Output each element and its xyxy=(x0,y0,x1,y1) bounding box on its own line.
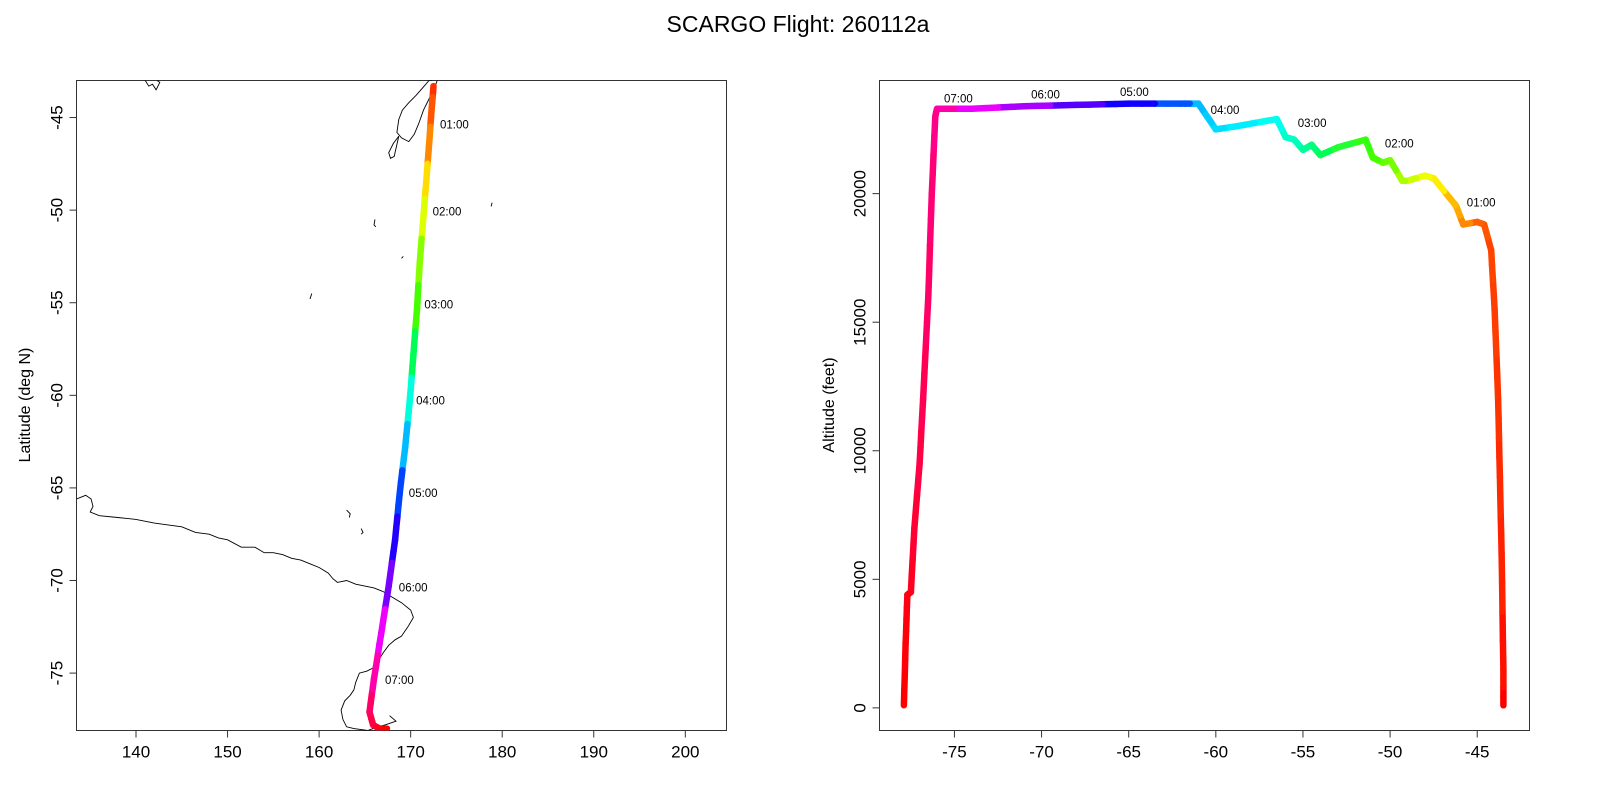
y-tick-label: -70 xyxy=(48,568,67,593)
y-tick-label: 5000 xyxy=(851,560,870,598)
x-tick-label: 170 xyxy=(396,743,424,762)
x-tick-label: 140 xyxy=(122,743,150,762)
y-tick-label: -45 xyxy=(48,105,67,130)
track-segment xyxy=(927,190,936,223)
y-tick-label: 0 xyxy=(851,703,870,712)
altitude-flight-track xyxy=(900,100,1507,709)
map-ylabel: Latitude (deg N) xyxy=(17,348,34,463)
coastline-9 xyxy=(346,509,351,518)
time-label: 01:00 xyxy=(440,120,469,132)
x-tick-label: -65 xyxy=(1116,743,1141,762)
altitude-y-ticks: 0 5000 10000 15000 20000 xyxy=(851,170,880,713)
altitude-ylabel: Altitude (feet) xyxy=(821,357,838,452)
map-time-labels: 01:00 02:00 03:00 04:00 05:00 06:00 07:00 xyxy=(385,120,469,688)
coastline-5 xyxy=(309,293,313,300)
track-segment xyxy=(1491,306,1499,336)
time-label: 03:00 xyxy=(1298,118,1327,130)
x-tick-label: 160 xyxy=(305,743,333,762)
coastline-6 xyxy=(373,219,377,228)
x-tick-label: -45 xyxy=(1465,743,1490,762)
track-segment xyxy=(919,370,928,403)
map-x-ticks: 140 150 160 170 180 190 200 xyxy=(122,730,699,762)
y-tick-label: -75 xyxy=(48,661,67,686)
track-segment xyxy=(923,293,932,326)
time-label: 04:00 xyxy=(416,396,445,408)
y-tick-label: -60 xyxy=(48,383,67,408)
coastline-7 xyxy=(401,256,404,259)
time-label: 07:00 xyxy=(385,675,414,687)
map-frame xyxy=(76,80,727,731)
y-tick-label: 10000 xyxy=(851,427,870,474)
map-y-ticks: -45 -50 -55 -60 -65 -70 -75 xyxy=(48,105,77,685)
coastline-3 xyxy=(76,494,414,618)
track-segment xyxy=(922,318,931,352)
y-tick-label: 20000 xyxy=(851,170,870,217)
time-label: 01:00 xyxy=(1467,198,1496,210)
time-label: 06:00 xyxy=(1031,90,1060,102)
x-tick-label: -55 xyxy=(1291,743,1316,762)
track-segment xyxy=(925,241,934,275)
coastline-8 xyxy=(490,202,493,207)
x-tick-label: 150 xyxy=(213,743,241,762)
map-panel: Latitude (deg N) 01:00 02:00 03:00 04:00 05:… xyxy=(17,80,727,762)
track-segment xyxy=(921,344,929,377)
track-segment xyxy=(1492,328,1500,358)
track-segment xyxy=(1494,373,1502,403)
altitude-time-labels: 01:00 02:00 03:00 04:00 05:00 06:00 07:00 xyxy=(944,87,1496,210)
track-segment xyxy=(1498,550,1506,586)
x-tick-label: -50 xyxy=(1378,743,1403,762)
coastline-2 xyxy=(144,80,161,91)
altitude-x-ticks: -75 -70 -65 -60 -55 -50 -45 xyxy=(942,730,1490,762)
figure-title: SCARGO Flight: 260112a xyxy=(667,11,930,37)
track-segment xyxy=(1499,637,1507,673)
time-label: 05:00 xyxy=(1120,87,1149,99)
map-flight-track xyxy=(366,82,437,731)
time-label: 04:00 xyxy=(1211,105,1240,117)
track-segment xyxy=(926,216,935,249)
time-label: 06:00 xyxy=(399,583,428,595)
coastline-1 xyxy=(388,135,400,159)
coastline-0 xyxy=(396,80,438,143)
track-segment xyxy=(925,267,933,300)
y-tick-label: 15000 xyxy=(851,299,870,346)
x-tick-label: 180 xyxy=(488,743,516,762)
x-tick-label: -60 xyxy=(1204,743,1229,762)
y-tick-label: -55 xyxy=(48,290,67,315)
time-label: 05:00 xyxy=(409,488,438,500)
y-tick-label: -65 xyxy=(48,476,67,501)
x-tick-label: -70 xyxy=(1029,743,1054,762)
altitude-panel: Altitude (feet) 01:00 02:00 03:00 04:00 05:0… xyxy=(821,80,1530,762)
track-segment xyxy=(1493,351,1501,381)
altitude-frame xyxy=(879,80,1530,731)
x-tick-label: 200 xyxy=(671,743,699,762)
coastline-10 xyxy=(360,528,364,535)
time-label: 03:00 xyxy=(424,299,453,311)
time-label: 02:00 xyxy=(1385,138,1414,150)
y-tick-label: -50 xyxy=(48,198,67,223)
time-label: 02:00 xyxy=(433,207,462,219)
x-tick-label: 190 xyxy=(580,743,608,762)
x-tick-label: -75 xyxy=(942,743,967,762)
time-label: 07:00 xyxy=(944,93,973,105)
